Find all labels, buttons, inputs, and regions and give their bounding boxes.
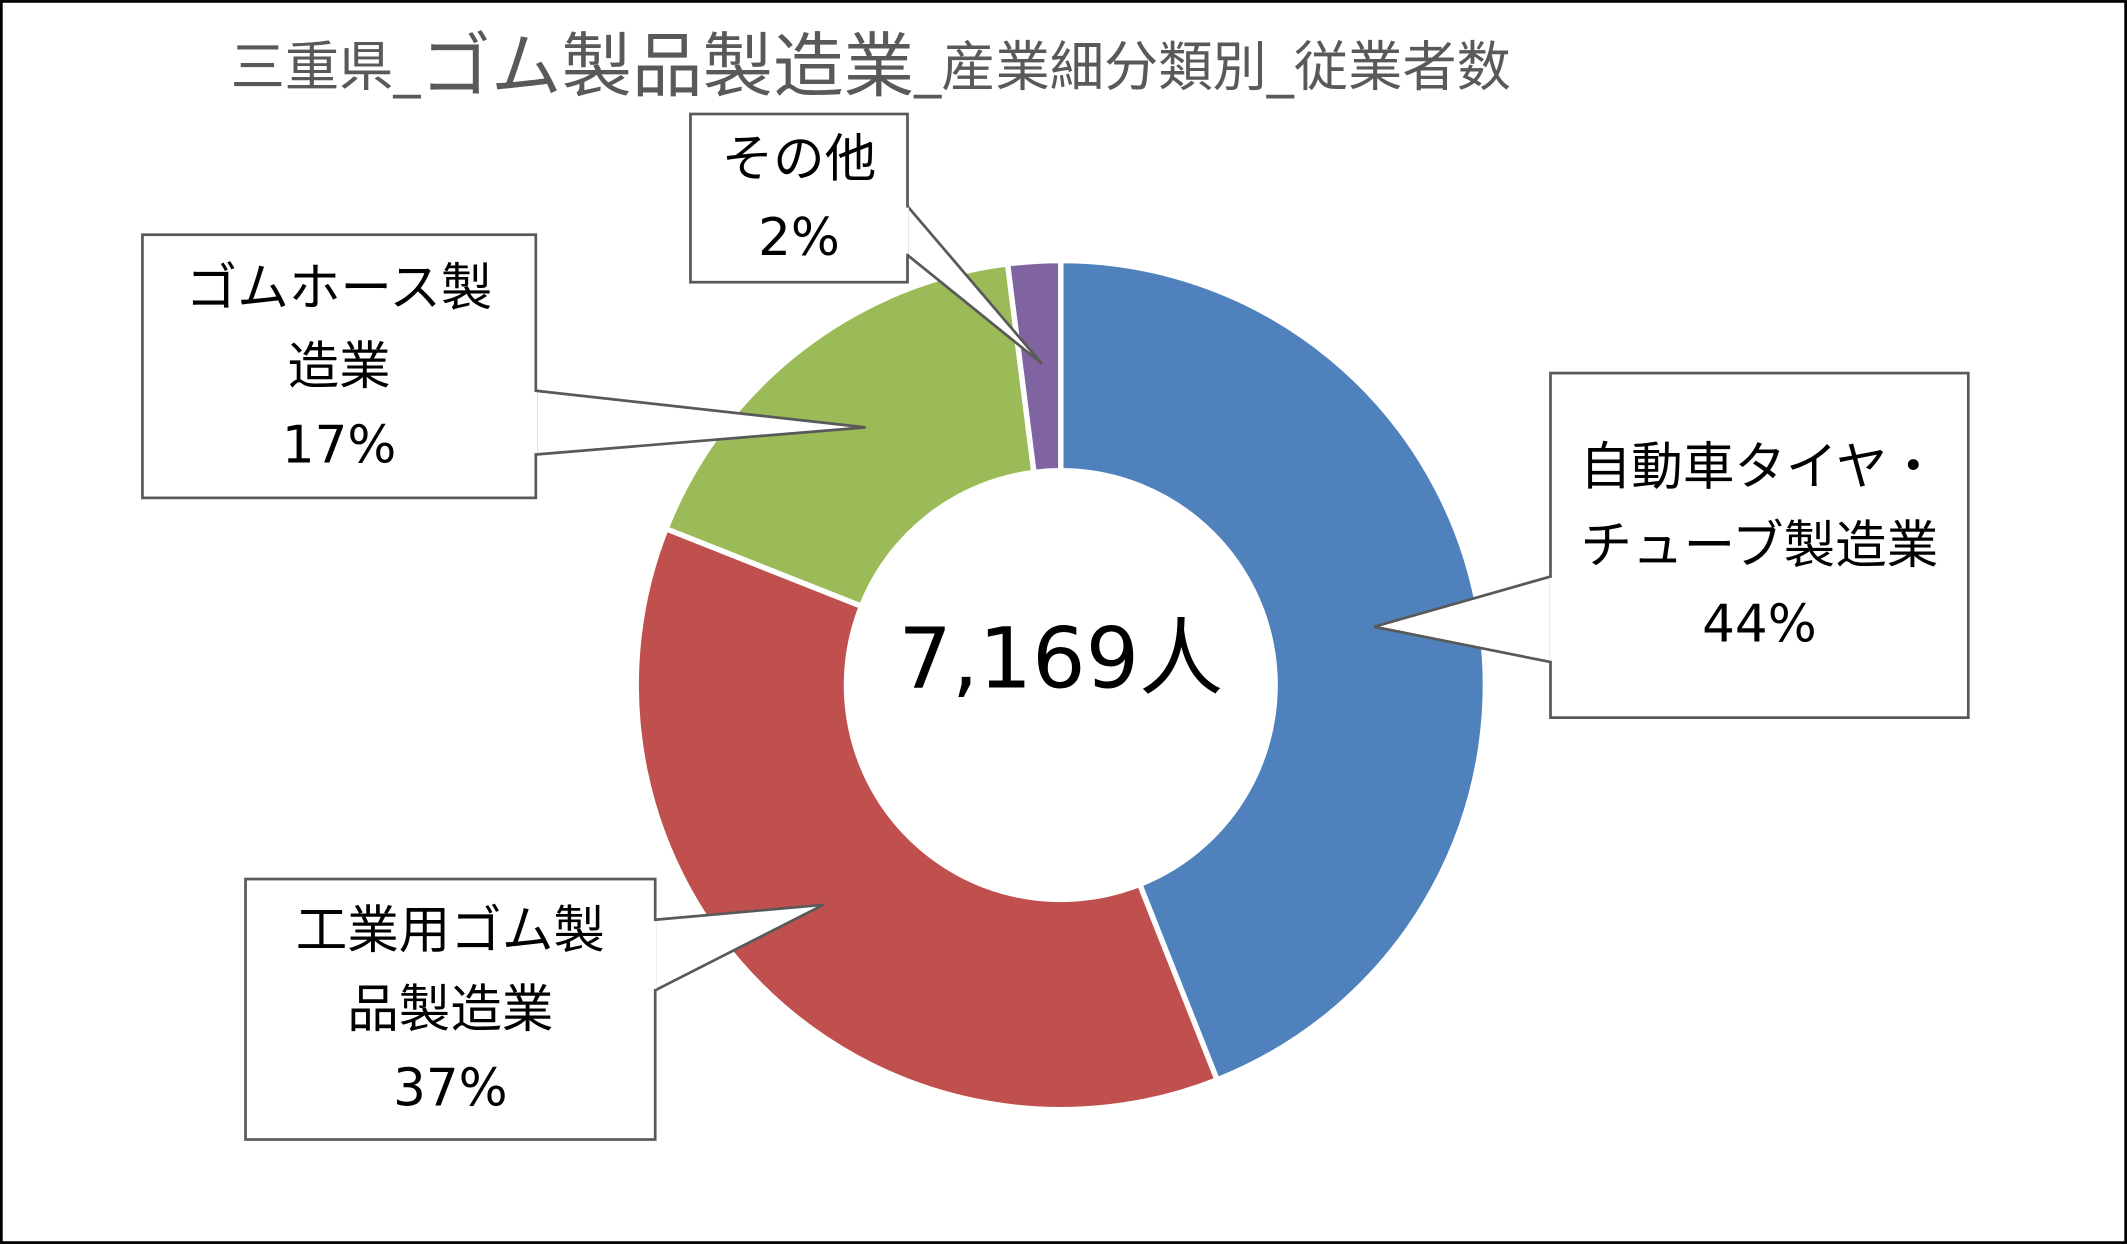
- label-box: [244, 877, 657, 1141]
- label-box: [1549, 371, 1970, 719]
- category-label: 自動車タイヤ・チューブ製造業: [1579, 436, 1940, 576]
- donut-slice: [1058, 257, 1489, 1084]
- label-box: [141, 233, 538, 500]
- chart-title: 三重県_ゴム製品製造業_産業細分類別_従業者数: [231, 25, 1511, 107]
- title-part: _産業細分類別_従業者数: [913, 36, 1511, 99]
- value-label: 17%: [281, 415, 397, 475]
- value-label: 37%: [393, 1058, 508, 1118]
- label-text: その他 2%: [697, 114, 900, 282]
- category-label: その他: [721, 128, 877, 189]
- title-part: 三重県_: [231, 36, 422, 99]
- title-part: ゴム製品製造業: [420, 25, 914, 107]
- leader-join: [1549, 577, 1554, 661]
- donut-slice: [1004, 257, 1064, 476]
- category-label: ゴムホース製造業: [185, 257, 493, 397]
- label: 自動車タイヤ・チューブ製造業 44%: [1578, 373, 1942, 718]
- leader-join: [533, 392, 538, 454]
- donut-slice: [633, 525, 1221, 1113]
- label-text: 工業用ゴム製品製造業 37%: [288, 879, 614, 1139]
- label: ゴムホース製造業 17%: [176, 235, 502, 498]
- leader-join: [652, 921, 657, 989]
- label: その他 2%: [697, 114, 900, 282]
- label-text: 自動車タイヤ・チューブ製造業 44%: [1578, 373, 1942, 718]
- center-label: 7,169人: [898, 610, 1223, 708]
- category-label: 工業用ゴム製品製造業: [295, 900, 606, 1040]
- label-box: [689, 112, 909, 284]
- label: 工業用ゴム製品製造業 37%: [288, 879, 614, 1139]
- value-label: 44%: [1702, 594, 1817, 654]
- leader-join: [904, 207, 909, 254]
- value-label: 2%: [758, 207, 840, 268]
- label-text: ゴムホース製造業 17%: [176, 235, 502, 498]
